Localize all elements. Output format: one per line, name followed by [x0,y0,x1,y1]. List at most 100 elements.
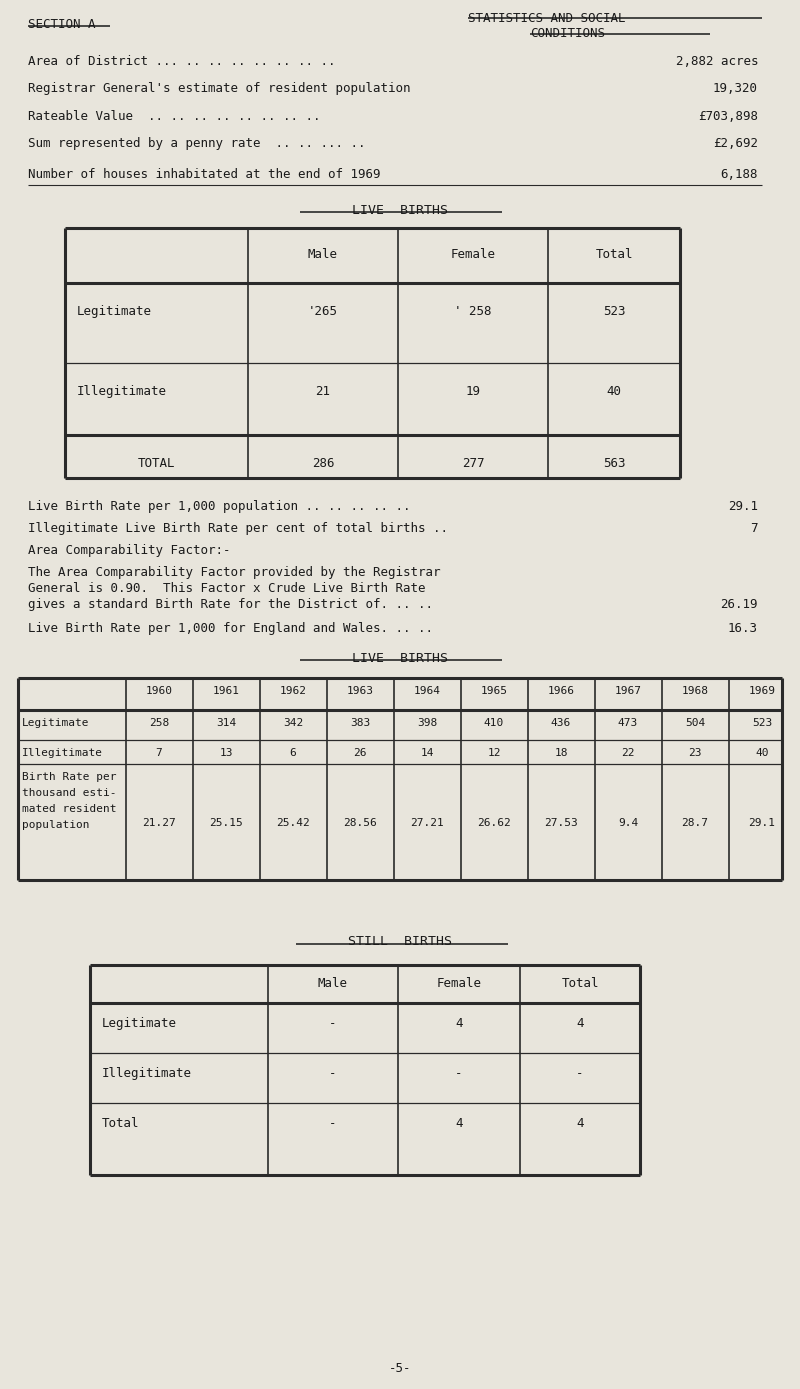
Text: population: population [22,820,90,831]
Text: STILL  BIRTHS: STILL BIRTHS [348,935,452,949]
Text: 18: 18 [554,749,568,758]
Text: Male: Male [318,976,348,990]
Text: 22: 22 [622,749,634,758]
Text: 1968: 1968 [682,686,709,696]
Text: 27.53: 27.53 [544,818,578,828]
Text: 29.1: 29.1 [728,500,758,513]
Text: Live Birth Rate per 1,000 population .. .. .. .. ..: Live Birth Rate per 1,000 population .. … [28,500,410,513]
Text: 26.62: 26.62 [477,818,511,828]
Text: 1967: 1967 [614,686,642,696]
Text: Total: Total [595,249,633,261]
Text: Sum represented by a penny rate  .. .. ... ..: Sum represented by a penny rate .. .. ..… [28,138,366,150]
Text: 286: 286 [312,457,334,469]
Text: 398: 398 [417,718,437,728]
Text: Total: Total [102,1117,139,1131]
Text: 504: 504 [685,718,705,728]
Text: 2,882 acres: 2,882 acres [675,56,758,68]
Text: 4: 4 [455,1017,462,1031]
Text: 21: 21 [315,385,330,399]
Text: 563: 563 [602,457,626,469]
Text: 21.27: 21.27 [142,818,176,828]
Text: Number of houses inhabitated at the end of 1969: Number of houses inhabitated at the end … [28,168,381,181]
Text: 28.56: 28.56 [343,818,377,828]
Text: '265: '265 [308,306,338,318]
Text: Female: Female [450,249,495,261]
Text: 19,320: 19,320 [713,82,758,94]
Text: Illegitimate: Illegitimate [77,385,167,399]
Text: 25.15: 25.15 [209,818,243,828]
Text: 473: 473 [618,718,638,728]
Text: 26.19: 26.19 [721,599,758,611]
Text: 25.42: 25.42 [276,818,310,828]
Text: 4: 4 [576,1117,584,1131]
Text: 523: 523 [752,718,772,728]
Text: LIVE  BIRTHS: LIVE BIRTHS [352,204,448,217]
Text: 6,188: 6,188 [721,168,758,181]
Text: Female: Female [437,976,482,990]
Text: Area of District ... .. .. .. .. .. .. ..: Area of District ... .. .. .. .. .. .. .… [28,56,335,68]
Text: Live Birth Rate per 1,000 for England and Wales. .. ..: Live Birth Rate per 1,000 for England an… [28,622,433,635]
Text: Rateable Value  .. .. .. .. .. .. .. ..: Rateable Value .. .. .. .. .. .. .. .. [28,110,321,124]
Text: LIVE  BIRTHS: LIVE BIRTHS [352,651,448,665]
Text: 13: 13 [219,749,233,758]
Text: Legitimate: Legitimate [102,1017,177,1031]
Text: -: - [330,1017,337,1031]
Text: 1960: 1960 [146,686,173,696]
Text: 26: 26 [354,749,366,758]
Text: -: - [455,1067,462,1081]
Text: 4: 4 [455,1117,462,1131]
Text: gives a standard Birth Rate for the District of. .. ..: gives a standard Birth Rate for the Dist… [28,599,433,611]
Text: 40: 40 [606,385,622,399]
Text: 342: 342 [283,718,303,728]
Text: 314: 314 [216,718,236,728]
Text: Male: Male [308,249,338,261]
Text: The Area Comparability Factor provided by the Registrar: The Area Comparability Factor provided b… [28,565,441,579]
Text: 436: 436 [551,718,571,728]
Text: TOTAL: TOTAL [138,457,174,469]
Text: Illegitimate: Illegitimate [102,1067,192,1081]
Text: 410: 410 [484,718,504,728]
Text: SECTION A: SECTION A [28,18,95,31]
Text: 29.1: 29.1 [749,818,775,828]
Text: Registrar General's estimate of resident population: Registrar General's estimate of resident… [28,82,410,94]
Text: 28.7: 28.7 [682,818,709,828]
Text: Legitimate: Legitimate [77,306,152,318]
Text: 7: 7 [156,749,162,758]
Text: -: - [330,1067,337,1081]
Text: £2,692: £2,692 [713,138,758,150]
Text: 6: 6 [290,749,296,758]
Text: 40: 40 [755,749,769,758]
Text: ' 258: ' 258 [454,306,492,318]
Text: CONDITIONS: CONDITIONS [530,26,605,40]
Text: 19: 19 [466,385,481,399]
Text: 27.21: 27.21 [410,818,444,828]
Text: 7: 7 [750,522,758,535]
Text: General is 0.90.  This Factor x Crude Live Birth Rate: General is 0.90. This Factor x Crude Liv… [28,582,426,594]
Text: -: - [576,1067,584,1081]
Text: Total: Total [562,976,598,990]
Text: 383: 383 [350,718,370,728]
Text: Area Comparability Factor:-: Area Comparability Factor:- [28,544,230,557]
Text: 12: 12 [487,749,501,758]
Text: 523: 523 [602,306,626,318]
Text: 4: 4 [576,1017,584,1031]
Text: 23: 23 [688,749,702,758]
Text: Illegitimate Live Birth Rate per cent of total births ..: Illegitimate Live Birth Rate per cent of… [28,522,448,535]
Text: Birth Rate per: Birth Rate per [22,772,117,782]
Text: thousand esti-: thousand esti- [22,788,117,799]
Text: STATISTICS AND SOCIAL: STATISTICS AND SOCIAL [468,13,626,25]
Text: 258: 258 [149,718,169,728]
Text: 1966: 1966 [547,686,574,696]
Text: mated resident: mated resident [22,804,117,814]
Text: 1963: 1963 [346,686,374,696]
Text: 1969: 1969 [749,686,775,696]
Text: -: - [330,1117,337,1131]
Text: 9.4: 9.4 [618,818,638,828]
Text: 277: 277 [462,457,484,469]
Text: 16.3: 16.3 [728,622,758,635]
Text: Legitimate: Legitimate [22,718,90,728]
Text: 1962: 1962 [279,686,306,696]
Text: 1965: 1965 [481,686,507,696]
Text: £703,898: £703,898 [698,110,758,124]
Text: 14: 14 [420,749,434,758]
